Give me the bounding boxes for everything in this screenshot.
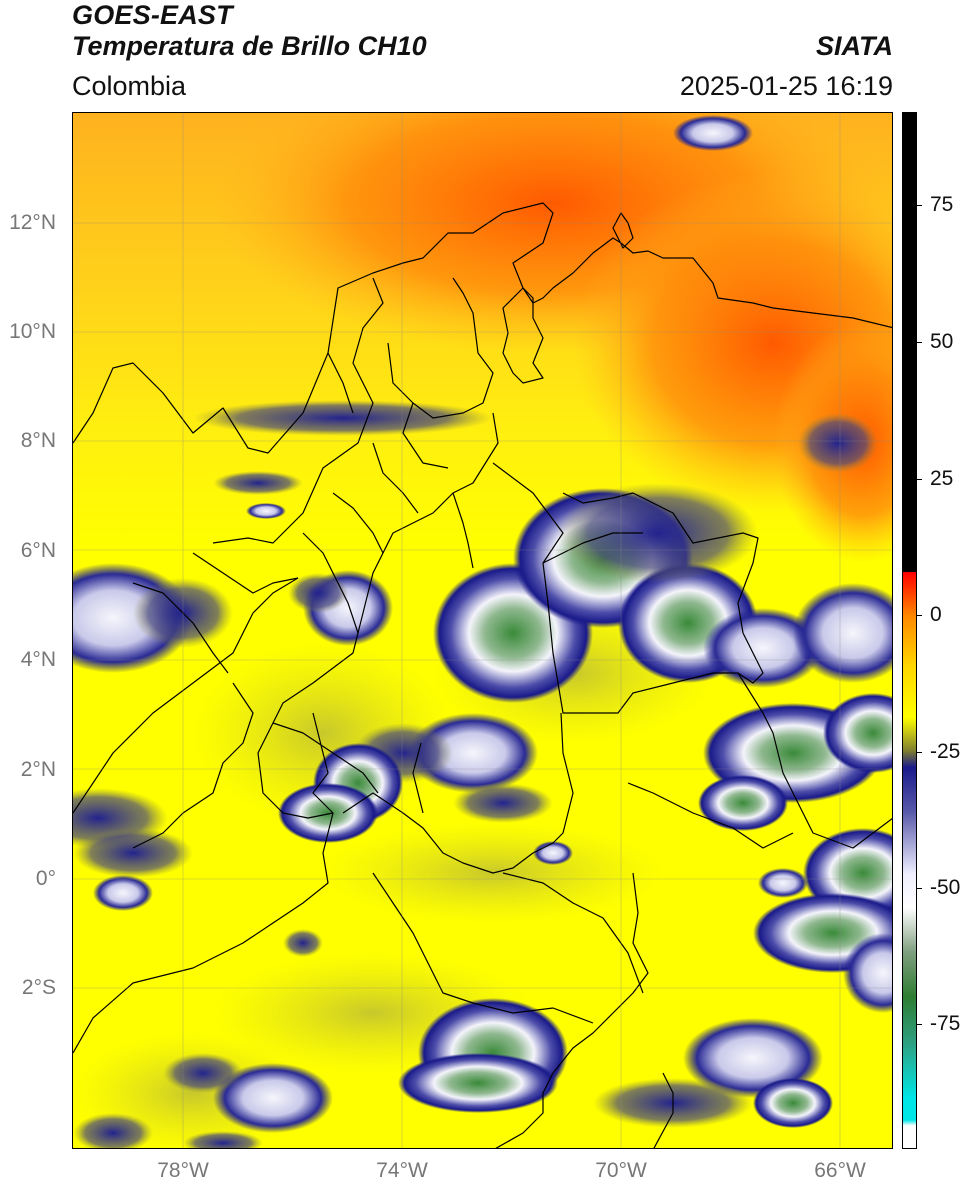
lat-label-2n: 2°N — [20, 758, 56, 781]
colorbar-label-0: 0 — [930, 603, 942, 626]
colorbar-label-50: 50 — [930, 330, 954, 353]
lon-label-78w: 78°W — [157, 1159, 209, 1182]
colorbar-tick — [916, 752, 922, 753]
lon-label-74w: 74°W — [376, 1159, 428, 1182]
colorbar-label-minus50: -50 — [930, 876, 961, 899]
colorbar-tick — [916, 479, 922, 480]
lat-label-4n: 4°N — [20, 648, 56, 671]
brightness-temperature-map[interactable] — [72, 112, 893, 1149]
colorbar-tick — [916, 888, 922, 889]
colorbar-tick — [916, 342, 922, 343]
lon-label-70w: 70°W — [595, 1159, 647, 1182]
lat-label-8n: 8°N — [20, 429, 56, 452]
lat-label-10n: 10°N — [9, 320, 56, 343]
region-label: Colombia — [72, 71, 187, 101]
colorbar-tick — [916, 205, 922, 206]
lat-label-6n: 6°N — [20, 539, 56, 562]
product-title: Temperatura de Brillo CH10 — [72, 31, 427, 61]
datetime-label: 2025-01-25 16:19 — [679, 71, 893, 101]
satellite-title: GOES-EAST — [72, 0, 233, 30]
colorbar-tick — [916, 615, 922, 616]
lat-lon-grid — [73, 113, 892, 1148]
colorbar-label-75: 75 — [930, 193, 954, 216]
lat-label-0: 0° — [35, 867, 56, 890]
lat-label-2s: 2°S — [21, 976, 56, 999]
colorbar-label-25: 25 — [930, 467, 954, 490]
lat-label-12n: 12°N — [9, 211, 56, 234]
colorbar-tick — [916, 1024, 922, 1025]
colorbar-label-minus75: -75 — [930, 1012, 961, 1035]
coastlines-and-boundaries — [73, 202, 892, 1148]
colorbar-label-minus25: -25 — [930, 740, 961, 763]
lon-label-66w: 66°W — [814, 1159, 866, 1182]
colorbar — [902, 112, 917, 1149]
cloud-tops — [73, 115, 892, 1148]
source-label: SIATA — [816, 31, 893, 61]
